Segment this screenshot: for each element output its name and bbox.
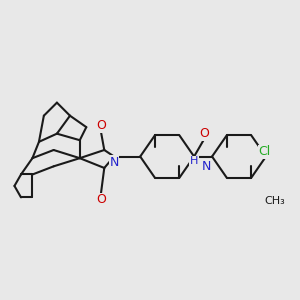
Text: N: N — [110, 156, 119, 169]
Text: O: O — [199, 127, 209, 140]
Text: O: O — [96, 193, 106, 206]
Text: CH₃: CH₃ — [265, 196, 286, 206]
Text: O: O — [96, 119, 106, 132]
Text: N: N — [202, 160, 211, 173]
Text: Cl: Cl — [258, 145, 270, 158]
Text: H: H — [190, 156, 198, 167]
